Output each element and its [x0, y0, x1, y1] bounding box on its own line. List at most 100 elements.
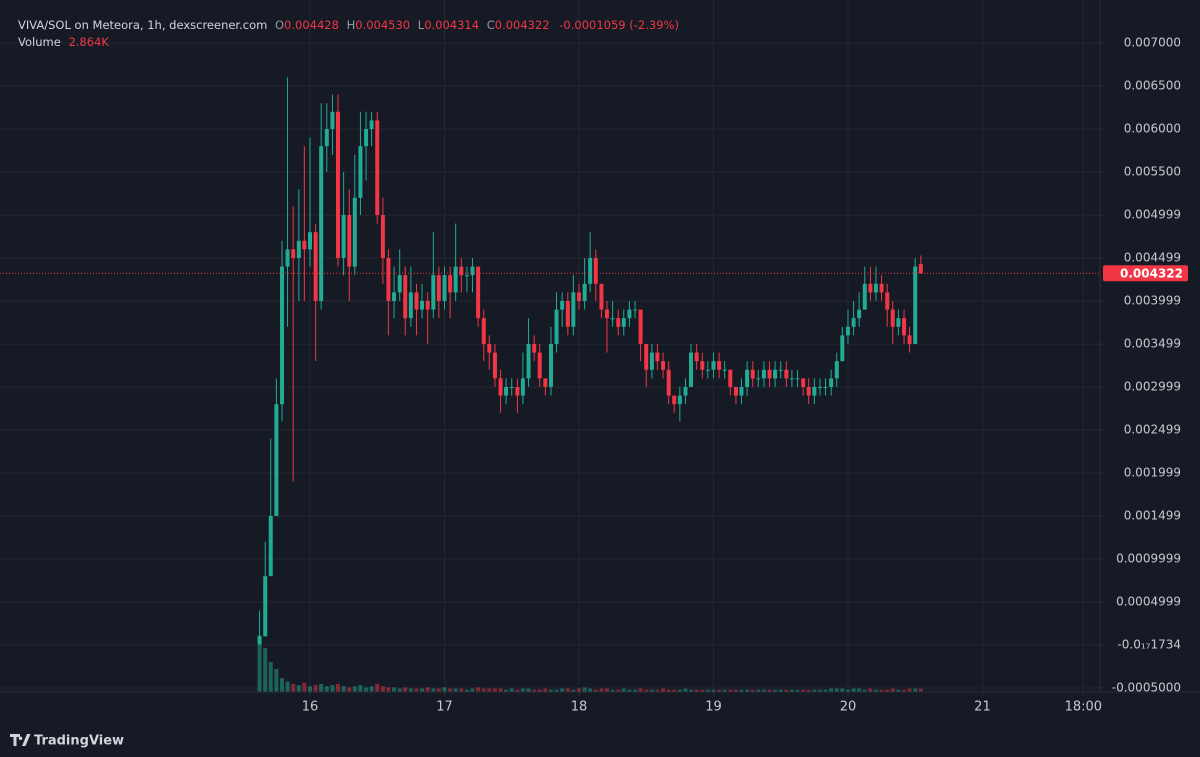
candle-body	[582, 283, 587, 301]
candle-body	[694, 352, 699, 362]
candle-body	[380, 214, 385, 258]
candle-body	[705, 369, 710, 371]
volume-bar	[285, 681, 290, 692]
candle-body	[476, 266, 481, 319]
candle-body	[453, 266, 458, 293]
branding: TradingView	[10, 734, 124, 749]
candle-body	[778, 369, 783, 371]
candle-body	[806, 386, 811, 396]
candle-body	[739, 386, 744, 396]
volume-bar	[677, 689, 682, 692]
candle-body	[627, 309, 632, 319]
volume-bar	[364, 687, 369, 692]
volume-label: Volume	[18, 35, 61, 49]
volume-value: 2.864K	[68, 35, 109, 49]
volume-bar	[599, 688, 604, 692]
x-tick-label: 17	[436, 700, 453, 715]
x-tick-label: 19	[705, 700, 722, 715]
candle-body	[801, 378, 806, 387]
volume-bar	[812, 689, 817, 692]
y-tick-label: 0.003999	[1124, 294, 1181, 308]
candle-body	[621, 318, 626, 327]
high-value: 0.004530	[355, 18, 410, 32]
candle-body	[431, 275, 436, 310]
candle-body	[677, 395, 682, 405]
volume-bar	[420, 688, 425, 692]
volume-bar	[890, 688, 895, 692]
candle-body	[504, 386, 509, 396]
candle-body	[308, 232, 313, 250]
candle-body	[324, 128, 329, 147]
candle-body	[464, 275, 469, 277]
y-tick-label: 0.003499	[1124, 337, 1181, 351]
candle-body	[722, 369, 727, 371]
candle-body	[526, 343, 531, 379]
candle-body	[756, 378, 761, 380]
candle-body	[588, 257, 593, 284]
candle-body	[767, 369, 772, 379]
volume-bar	[717, 689, 722, 692]
volume-bar	[280, 678, 285, 692]
volume-bar	[644, 689, 649, 692]
candle-layer	[0, 77, 1100, 645]
candle-body	[280, 266, 285, 405]
x-tick-label: 18	[571, 700, 588, 715]
volume-bar	[756, 689, 761, 692]
candle-body	[352, 197, 357, 267]
candle-body	[907, 335, 912, 344]
candle-body	[795, 378, 800, 380]
candle-body	[717, 361, 722, 370]
candle-body	[509, 386, 514, 388]
candle-body	[498, 378, 503, 396]
volume-bar	[375, 683, 380, 692]
volume-bar	[369, 686, 374, 692]
y-tick-label: -0.0005000	[1112, 680, 1181, 694]
volume-bar	[431, 688, 436, 692]
open-value: 0.004428	[284, 18, 339, 32]
volume-bar	[386, 687, 391, 692]
candle-body	[683, 386, 688, 396]
candle-body	[436, 275, 441, 301]
candle-body	[560, 300, 565, 310]
volume-bar	[492, 688, 497, 692]
volume-legend: Volume 2.864K	[18, 35, 109, 49]
candle-body	[481, 318, 486, 344]
candle-body	[319, 146, 324, 301]
candle-body	[761, 369, 766, 379]
volume-bar	[453, 688, 458, 692]
candle-body	[296, 240, 301, 258]
volume-bar	[885, 689, 890, 692]
volume-bar	[801, 689, 806, 692]
candle-body	[913, 266, 918, 344]
candle-body	[313, 232, 318, 301]
x-tick-label: 18:00	[1065, 700, 1102, 715]
candle-body	[414, 292, 419, 310]
candle-body	[576, 292, 581, 301]
candle-body	[442, 275, 447, 301]
candle-body	[689, 352, 694, 387]
volume-bar	[627, 689, 632, 692]
candle-body	[700, 361, 705, 370]
volume-bar	[554, 689, 559, 692]
candle-body	[599, 283, 604, 310]
volume-bar	[341, 686, 346, 692]
candle-body	[840, 335, 845, 362]
y-tick-label: 0.006000	[1124, 121, 1181, 135]
volume-bar	[739, 689, 744, 692]
volume-bar	[806, 689, 811, 692]
volume-bar	[616, 689, 621, 692]
volume-bar	[588, 688, 593, 692]
candle-body	[369, 120, 374, 129]
volume-bar	[868, 688, 873, 692]
y-tick-label: 0.001999	[1124, 466, 1181, 480]
volume-bar	[504, 689, 509, 692]
volume-bar	[655, 689, 660, 692]
volume-bar	[834, 688, 839, 692]
volume-bar	[358, 685, 363, 692]
volume-bar	[728, 689, 733, 692]
candle-body	[610, 318, 615, 320]
candle-body	[347, 214, 352, 267]
high-label: H	[347, 18, 356, 32]
candle-body	[375, 120, 380, 215]
